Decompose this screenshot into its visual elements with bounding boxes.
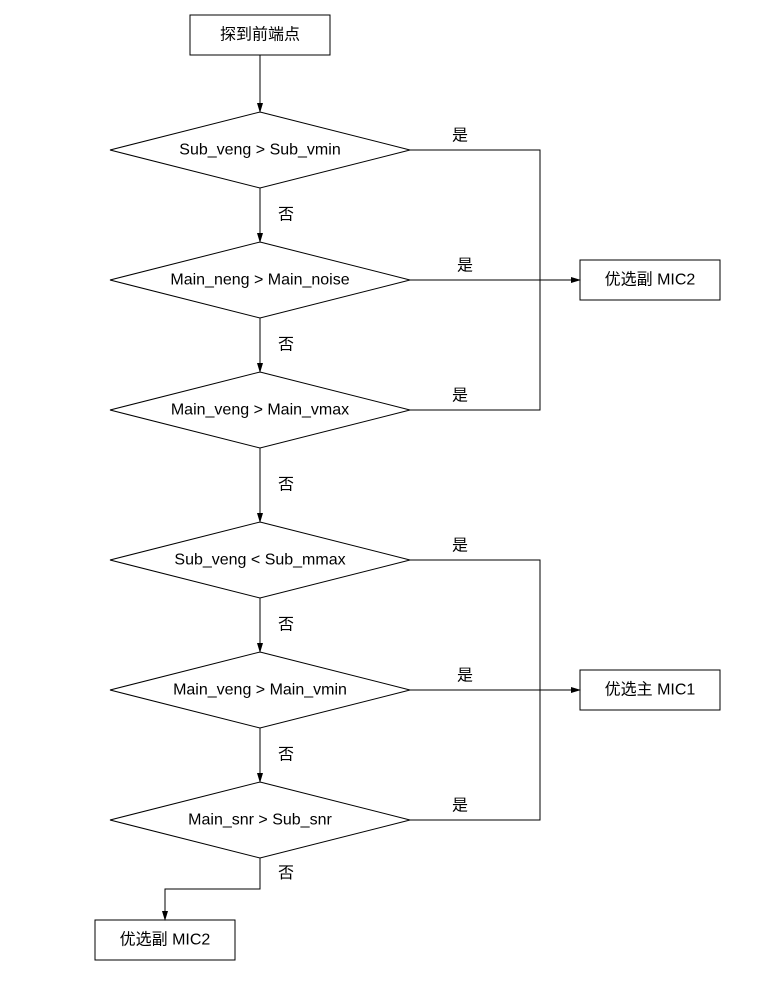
svg-text:Main_snr > Sub_snr: Main_snr > Sub_snr: [188, 812, 332, 829]
svg-text:Sub_veng > Sub_vmin: Sub_veng > Sub_vmin: [179, 142, 340, 159]
svg-text:否: 否: [278, 617, 294, 634]
svg-text:Sub_veng < Sub_mmax: Sub_veng < Sub_mmax: [174, 552, 345, 569]
node-d3: Main_veng > Main_vmax: [110, 372, 410, 448]
flowchart-canvas: 探到前端点 Sub_veng > Sub_vmin Main_neng > Main…: [0, 0, 776, 1000]
svg-text:Main_veng > Main_vmax: Main_veng > Main_vmax: [171, 402, 349, 419]
svg-text:否: 否: [278, 477, 294, 494]
svg-text:否: 否: [278, 865, 294, 882]
node-d2: Main_neng > Main_noise: [110, 242, 410, 318]
node-d1: Sub_veng > Sub_vmin: [110, 112, 410, 188]
node-end: 优选副 MIC2: [95, 920, 235, 960]
svg-text:优选副 MIC2: 优选副 MIC2: [120, 931, 211, 949]
svg-text:否: 否: [278, 337, 294, 354]
svg-text:是: 是: [457, 258, 473, 275]
svg-text:Main_neng > Main_noise: Main_neng > Main_noise: [170, 272, 349, 289]
node-out_mic1: 优选主 MIC1: [580, 670, 720, 710]
node-d4: Sub_veng < Sub_mmax: [110, 522, 410, 598]
svg-text:Main_veng > Main_vmin: Main_veng > Main_vmin: [173, 682, 347, 699]
svg-text:是: 是: [452, 538, 468, 555]
node-d6: Main_snr > Sub_snr: [110, 782, 410, 858]
svg-text:是: 是: [452, 388, 468, 405]
svg-text:否: 否: [278, 747, 294, 764]
svg-text:是: 是: [452, 128, 468, 145]
svg-text:是: 是: [452, 798, 468, 815]
svg-text:优选副 MIC2: 优选副 MIC2: [605, 271, 696, 289]
node-d5: Main_veng > Main_vmin: [110, 652, 410, 728]
node-out_mic2: 优选副 MIC2: [580, 260, 720, 300]
svg-text:否: 否: [278, 207, 294, 224]
svg-text:优选主 MIC1: 优选主 MIC1: [605, 681, 696, 699]
svg-text:探到前端点: 探到前端点: [220, 26, 300, 44]
node-start: 探到前端点: [190, 15, 330, 55]
svg-text:是: 是: [457, 668, 473, 685]
